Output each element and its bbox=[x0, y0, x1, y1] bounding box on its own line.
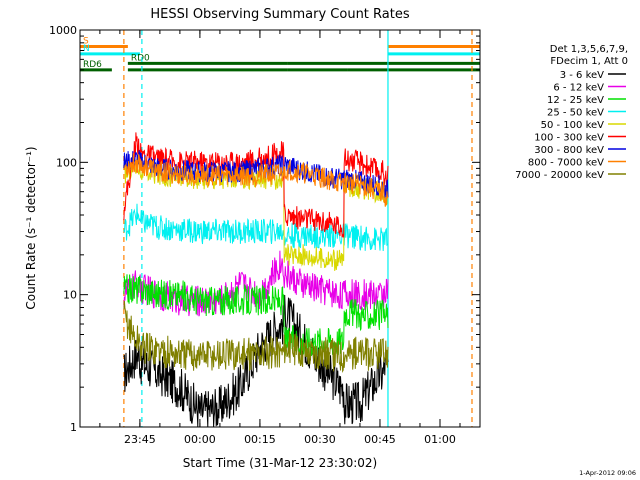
legend-label: 300 - 800 keV bbox=[534, 145, 604, 156]
y-tick-label: 10 bbox=[63, 289, 77, 302]
y-tick-label: 1 bbox=[70, 421, 77, 434]
flag-label-s: S bbox=[83, 37, 89, 47]
series-line-8 bbox=[123, 300, 389, 373]
x-tick-label: 01:00 bbox=[424, 433, 456, 446]
series-line-7 bbox=[123, 153, 389, 207]
timestamp: 1-Apr-2012 09:06 bbox=[579, 469, 636, 477]
y-tick-label: 100 bbox=[56, 156, 77, 169]
flag-label-rd0: RD0 bbox=[131, 53, 150, 63]
legend-label: 25 - 50 keV bbox=[547, 108, 604, 119]
legend-header-line-1: Det 1,3,5,6,7,9, bbox=[550, 44, 628, 55]
axes-layer: 1 10 100 1000 23:45 00:00 00:15 00:30 00:45 01:00 bbox=[49, 24, 481, 446]
legend-header-line-2: FDecim 1, Att 0 bbox=[550, 56, 628, 67]
series-line-2 bbox=[123, 274, 389, 356]
legend-label: 800 - 7000 keV bbox=[528, 158, 604, 169]
flag-label-n: N bbox=[83, 44, 90, 54]
legend: Det 1,3,5,6,7,9, FDecim 1, Att 0 3 - 6 k… bbox=[515, 44, 628, 181]
x-tick-label: 00:15 bbox=[244, 433, 276, 446]
legend-label: 7000 - 20000 keV bbox=[515, 170, 604, 181]
x-tick-label: 00:00 bbox=[184, 433, 216, 446]
legend-label: 50 - 100 keV bbox=[541, 120, 605, 131]
legend-label: 3 - 6 keV bbox=[560, 70, 604, 81]
flag-label-rd6: RD6 bbox=[83, 60, 102, 70]
y-axis-label: Count Rate (s⁻¹ detector⁻¹) bbox=[24, 146, 38, 309]
x-tick-label: 00:45 bbox=[364, 433, 396, 446]
legend-label: 6 - 12 keV bbox=[553, 83, 604, 94]
x-axis-label: Start Time (31-Mar-12 23:30:02) bbox=[183, 456, 377, 470]
series-line-5 bbox=[123, 132, 389, 238]
legend-label: 100 - 300 keV bbox=[534, 133, 604, 144]
x-tick-label: 00:30 bbox=[304, 433, 336, 446]
y-tick-label: 1000 bbox=[49, 24, 77, 37]
legend-label: 12 - 25 keV bbox=[547, 95, 604, 106]
chart-title: HESSI Observing Summary Count Rates bbox=[150, 7, 409, 22]
flags-layer: SN RD0 RD6 bbox=[80, 37, 480, 72]
series-line-3 bbox=[123, 203, 389, 252]
series-layer bbox=[123, 132, 389, 428]
x-tick-label: 23:45 bbox=[124, 433, 156, 446]
